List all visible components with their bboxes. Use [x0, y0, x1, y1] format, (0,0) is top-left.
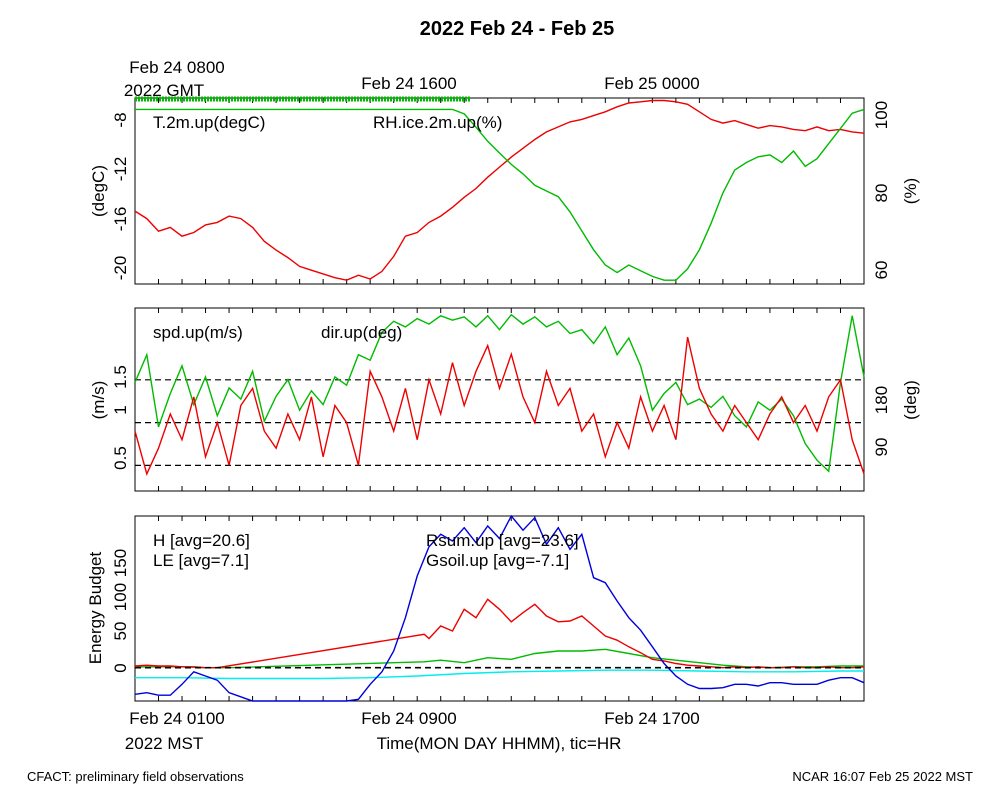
p2-left-ylabel: (m/s) — [89, 381, 108, 420]
p1-left-ylabel: (degC) — [89, 165, 108, 217]
panel-2-frame — [134, 307, 865, 492]
bottom-time-label-2: 2022 MST — [125, 734, 203, 753]
panel-wind: spd.up(m/s) dir.up(deg) (m/s) (deg) 1.5 … — [89, 307, 920, 492]
rsum-line — [134, 514, 865, 702]
le-legend: LE [avg=7.1] — [153, 551, 249, 570]
panel-1-frame — [134, 97, 865, 285]
panel-energy-budget: H [avg=20.6] LE [avg=7.1] Rsum.up [avg=2… — [86, 514, 865, 702]
p1-left-tick-1: -8 — [111, 112, 130, 127]
p3-left-tick-2: 100 — [111, 583, 130, 611]
le-line — [135, 648, 864, 669]
wind-direction-line — [134, 313, 865, 473]
chart-title: 2022 Feb 24 - Feb 25 — [420, 18, 615, 40]
p2-right-ylabel: (deg) — [901, 380, 920, 420]
p1-right-tick-3: 60 — [872, 261, 891, 280]
rh-ice-line — [135, 108, 865, 281]
footer-right: NCAR 16:07 Feb 25 2022 MST — [792, 769, 973, 784]
x-axis-label: Time(MON DAY HHMM), tic=HR — [377, 734, 622, 753]
top-time-label-3: Feb 24 1600 — [361, 74, 456, 93]
p2-right-tick-1: 180 — [872, 386, 891, 414]
top-time-label-2: 2022 GMT — [124, 81, 204, 100]
bottom-time-label-4: Feb 24 1700 — [604, 709, 699, 728]
wind-speed-line — [134, 336, 865, 476]
temperature-legend: T.2m.up(degC) — [153, 113, 265, 132]
p1-left-tick-2: -12 — [111, 157, 130, 182]
p3-left-ylabel: Energy Budget — [86, 551, 105, 664]
top-time-label-4: Feb 25 0000 — [604, 74, 699, 93]
wind-speed-legend: spd.up(m/s) — [153, 323, 243, 342]
p2-left-tick-2: 1 — [111, 405, 130, 414]
gsoil-line — [135, 669, 864, 680]
p1-right-tick-2: 80 — [872, 184, 891, 203]
p1-right-tick-1: 100 — [872, 101, 891, 129]
p3-left-tick-1: 150 — [111, 549, 130, 577]
wind-direction-legend: dir.up(deg) — [321, 323, 402, 342]
h-legend: H [avg=20.6] — [153, 531, 250, 550]
p1-right-ylabel: (%) — [901, 178, 920, 204]
p2-right-tick-2: 90 — [872, 438, 891, 457]
rh-legend: RH.ice.2m.up(%) — [373, 113, 502, 132]
rsum-legend: Rsum.up [avg=23.6] — [426, 531, 579, 550]
bottom-time-label-1: Feb 24 0100 — [129, 709, 224, 728]
panel-3-frame — [134, 515, 865, 702]
bottom-time-label-3: Feb 24 0900 — [361, 709, 456, 728]
p3-left-tick-3: 50 — [111, 622, 130, 641]
panel-temperature-rh: T.2m.up(degC) RH.ice.2m.up(%) (degC) (%)… — [89, 96, 920, 285]
h-line — [134, 598, 865, 669]
gsoil-legend: Gsoil.up [avg=-7.1] — [426, 551, 569, 570]
p2-left-tick-3: 0.5 — [111, 446, 130, 470]
top-time-label-1: Feb 24 0800 — [129, 58, 224, 77]
p2-left-tick-1: 1.5 — [111, 365, 130, 389]
p3-left-tick-4: 0 — [111, 663, 130, 672]
temperature-line — [134, 99, 865, 281]
p1-left-tick-3: -16 — [111, 207, 130, 232]
p1-left-tick-4: -20 — [111, 256, 130, 281]
footer-left: CFACT: preliminary field observations — [27, 769, 244, 784]
